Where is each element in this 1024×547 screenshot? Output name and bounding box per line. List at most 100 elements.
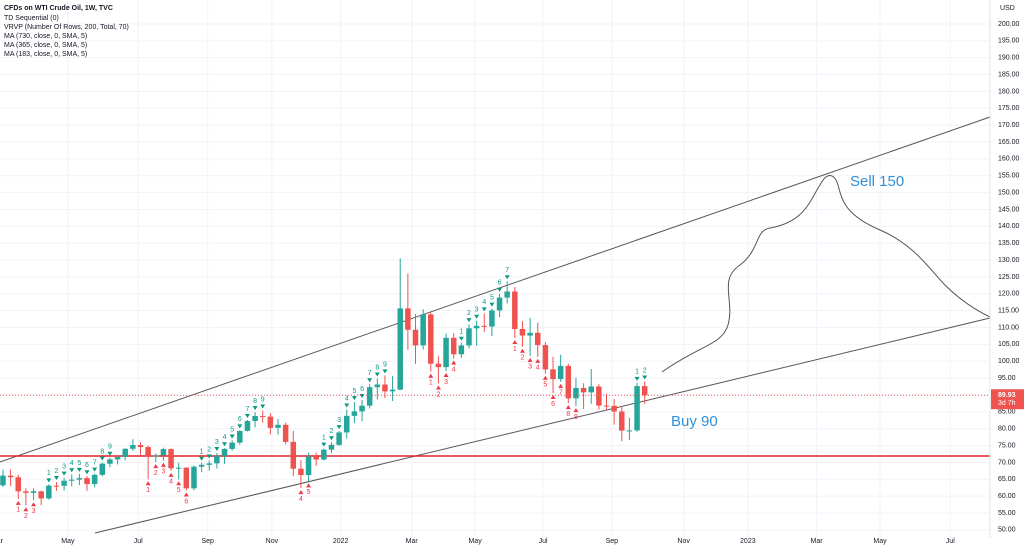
y-tick-label: 85.00 (998, 409, 1016, 416)
candle-body (107, 459, 113, 464)
td-count: 3 (62, 463, 66, 470)
td-count: 1 (513, 346, 517, 353)
candle-body (496, 297, 503, 311)
td-arrow (206, 454, 212, 459)
td-count: 8 (375, 364, 379, 371)
x-tick-label: Nov (677, 538, 690, 545)
candle-body (23, 491, 29, 493)
td-arrow (573, 408, 579, 413)
td-arrow (328, 436, 334, 441)
td-count: 3 (337, 417, 341, 424)
candle-body (183, 467, 190, 489)
projection-path (661, 175, 993, 373)
candle-body (573, 387, 579, 399)
candle-body (91, 474, 98, 485)
y-tick-label: 155.00 (998, 173, 1020, 180)
td-count: 7 (505, 267, 509, 274)
price-tag-bg (991, 389, 1024, 410)
candle-body (412, 329, 419, 346)
x-tick-label: Mar (406, 538, 419, 545)
x-tick-label: Sep (201, 538, 214, 545)
td-count: 9 (261, 396, 265, 403)
candle-body (0, 475, 6, 486)
td-count: 1 (635, 369, 639, 376)
td-arrow (46, 478, 52, 483)
candle-body (46, 485, 52, 499)
candle-body (244, 421, 251, 431)
candle-body (84, 478, 90, 485)
td-count: 1 (200, 449, 204, 456)
td-arrow (176, 481, 182, 486)
axis-labels: 50.00 55.00 60.00 65.00 70.00 75.00 80.00 85.00… (0, 21, 1020, 545)
x-tick-label: Nov (266, 538, 279, 545)
candle-body (99, 463, 106, 475)
td-arrow (168, 472, 174, 477)
y-tick-label: 185.00 (998, 71, 1020, 78)
td-arrow (260, 404, 266, 409)
candle-body (366, 387, 373, 406)
td-arrow (23, 507, 29, 512)
td-arrow (351, 396, 357, 401)
candle-body (626, 430, 633, 432)
y-tick-label: 95.00 (998, 375, 1016, 382)
y-tick-label: 160.00 (998, 156, 1020, 163)
td-arrow (199, 456, 205, 461)
td-arrow (298, 490, 304, 495)
candle-body (534, 332, 541, 346)
candle-body (489, 310, 495, 327)
td-count: 8 (253, 398, 257, 405)
candle-body (214, 455, 220, 464)
last-price-label: 89.93 (998, 392, 1016, 399)
td-count: 2 (521, 355, 525, 362)
td-arrow (321, 442, 327, 447)
candle-body (420, 314, 426, 346)
td-count: 3 (215, 439, 219, 446)
td-arrow (160, 462, 166, 467)
candle-body (473, 325, 480, 329)
td-count: 1 (322, 434, 326, 441)
candle-body (397, 308, 403, 390)
x-tick-label: Mar (811, 538, 824, 545)
td-count: 5 (543, 382, 547, 389)
td-arrow (145, 481, 151, 486)
td-arrow (550, 394, 556, 399)
td-count: 2 (154, 470, 158, 477)
x-tick-label: Jul (134, 538, 143, 545)
td-count: 4 (482, 299, 486, 306)
td-count: 5 (177, 487, 181, 494)
td-arrow (214, 446, 220, 451)
candle-body (557, 365, 564, 380)
td-count: 7 (368, 370, 372, 377)
td-arrow (565, 405, 571, 410)
indicator-label: VRVP (Number Of Rows, 200, Total, 70) (4, 24, 129, 31)
td-count: 6 (238, 416, 242, 423)
candle-body (68, 479, 75, 481)
candle-body (206, 463, 212, 465)
candle-body (389, 389, 396, 392)
y-tick-label: 125.00 (998, 274, 1020, 281)
candle-body (435, 363, 442, 368)
y-tick-label: 80.00 (998, 426, 1016, 433)
candle-body (61, 480, 67, 486)
candle-body (252, 416, 258, 422)
td-arrow (107, 451, 113, 456)
candle-body (305, 456, 312, 476)
td-arrow (306, 483, 312, 488)
candle-body (458, 345, 465, 355)
td-arrow (99, 456, 105, 461)
candle-body (580, 387, 587, 393)
candle-body (259, 416, 266, 418)
y-tick-label: 130.00 (998, 257, 1020, 264)
td-arrow (642, 375, 648, 380)
td-arrow (558, 383, 564, 388)
channel-lower (94, 317, 991, 534)
candles (0, 258, 648, 506)
td-count: 4 (299, 496, 303, 503)
candle-body (565, 365, 572, 399)
currency-label: USD (1000, 5, 1015, 12)
td-count: 1 (47, 470, 51, 477)
candle-body (221, 448, 228, 456)
candle-body (596, 386, 602, 406)
